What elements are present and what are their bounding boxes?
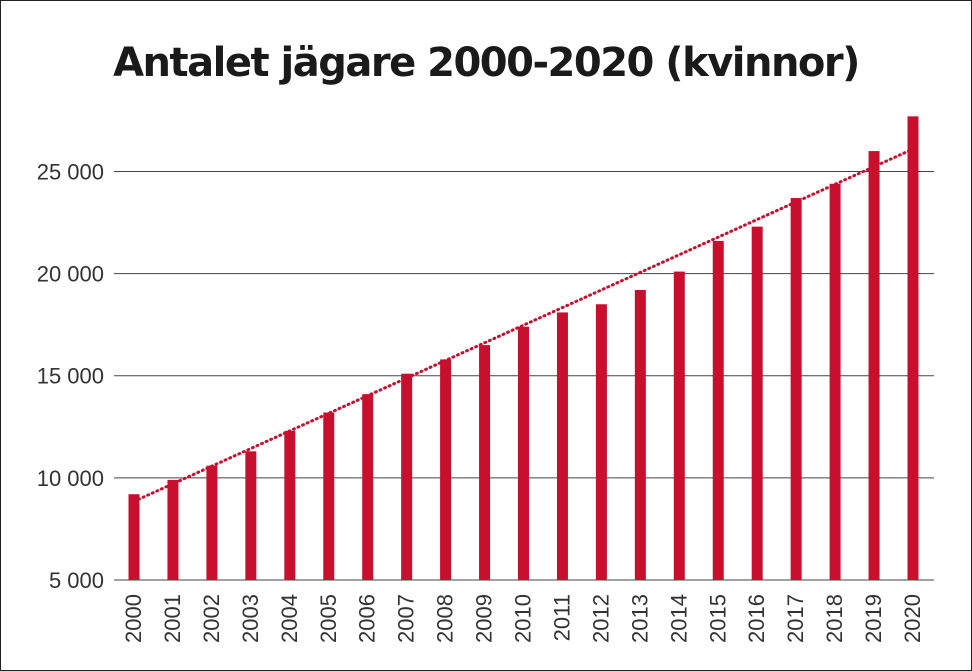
x-tick-label: 2001 <box>160 594 185 643</box>
y-tick-label: 25 000 <box>37 159 104 184</box>
x-tick-label: 2020 <box>900 594 925 643</box>
x-tick-label: 2003 <box>238 594 263 643</box>
bar <box>245 451 257 580</box>
y-tick-label: 10 000 <box>37 466 104 491</box>
x-tick-label: 2014 <box>666 594 691 643</box>
trendline <box>132 147 915 503</box>
bar <box>634 289 646 580</box>
x-tick-label: 2002 <box>199 594 224 643</box>
bar <box>907 116 919 580</box>
bar <box>829 183 841 580</box>
bar <box>128 494 140 580</box>
bar <box>868 151 880 580</box>
bar <box>362 394 374 580</box>
x-tick-label: 2019 <box>861 594 886 643</box>
bar <box>206 465 218 580</box>
x-tick-label: 2000 <box>121 594 146 643</box>
bar <box>479 345 491 580</box>
x-tick-label: 2008 <box>433 594 458 643</box>
bar <box>751 226 763 580</box>
bar <box>167 479 179 580</box>
x-axis-ticks: 2000 2001 2002 2003 2004 2005 2006 2007 2008 2009… <box>121 594 925 643</box>
bar <box>401 373 413 580</box>
bar <box>518 326 529 580</box>
x-tick-label: 2015 <box>705 594 730 643</box>
x-tick-label: 2007 <box>394 594 419 643</box>
x-tick-label: 2016 <box>744 594 769 643</box>
bar <box>556 312 568 580</box>
x-tick-label: 2018 <box>822 594 847 643</box>
bar <box>790 198 802 581</box>
x-tick-label: 2006 <box>355 594 380 643</box>
x-tick-label: 2010 <box>511 594 536 643</box>
bar <box>323 412 335 580</box>
bar <box>284 430 296 580</box>
y-tick-label: 15 000 <box>37 364 104 389</box>
bar <box>712 240 724 581</box>
x-tick-label: 2005 <box>316 594 341 643</box>
x-tick-label: 2004 <box>277 594 302 643</box>
y-tick-label: 20 000 <box>37 262 104 287</box>
bar <box>440 359 452 580</box>
x-tick-label: 2017 <box>783 594 808 643</box>
y-tick-label: 5 000 <box>49 568 104 593</box>
x-tick-label: 2009 <box>472 594 497 643</box>
trendline-group <box>132 147 915 503</box>
x-tick-label: 2011 <box>549 594 574 641</box>
x-tick-label: 2012 <box>588 594 613 643</box>
bars <box>128 116 919 581</box>
bar <box>595 304 607 580</box>
y-axis-ticks: 5 000 10 000 15 000 20 000 25 000 <box>37 159 104 593</box>
x-tick-label: 2013 <box>627 594 652 643</box>
chart-title: Antalet jägare 2000-2020 (kvinnor) <box>113 40 859 86</box>
bar <box>673 271 685 580</box>
